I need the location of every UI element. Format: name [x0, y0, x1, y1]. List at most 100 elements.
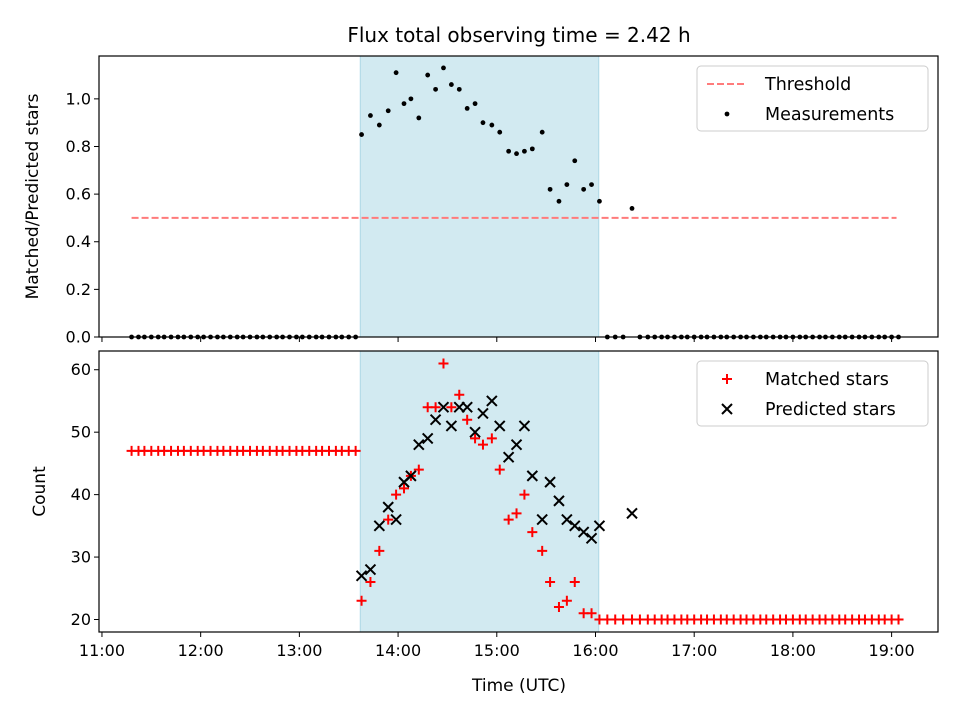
- x-tick-label: 14:00: [375, 641, 421, 660]
- axes-frame: [98, 350, 939, 633]
- top-panel: 0.0 0.2 0.4 0.6 0.8 1.0 Matched/Predicted star…: [23, 55, 939, 347]
- measurement-point: [514, 151, 519, 157]
- predicted-star-point: [437, 401, 450, 413]
- measurement-point: [556, 198, 562, 204]
- measurement-point: [359, 132, 364, 137]
- y-tick-label: 50: [71, 423, 91, 442]
- matched-star-point: [519, 489, 530, 500]
- legend-matched-swatch: [722, 374, 732, 384]
- legend: Threshold Measurements: [696, 65, 929, 132]
- legend-label: Predicted stars: [765, 400, 896, 420]
- marks: [129, 65, 901, 340]
- predicted-star-point: [477, 407, 489, 420]
- y-axis-label: Matched/Predicted stars: [23, 93, 43, 299]
- matched-star-point: [537, 545, 548, 556]
- legend-box: [696, 360, 929, 427]
- measurement-point: [433, 86, 438, 92]
- y-tick-label: 30: [71, 548, 91, 567]
- predicted-star-point: [561, 513, 573, 526]
- y-tick-label: 0.8: [66, 137, 91, 156]
- predicted-star-point: [626, 507, 638, 520]
- x-tick-label: 11:00: [79, 641, 125, 660]
- predicted-star-point: [526, 470, 539, 482]
- predicted-star-point: [469, 426, 481, 438]
- predicted-star-point: [461, 401, 473, 413]
- predicted-star-point: [536, 513, 548, 526]
- predicted-star-point: [445, 420, 458, 432]
- matched-star-point: [365, 577, 376, 588]
- matched-star-point: [545, 577, 556, 588]
- measurement-point: [441, 65, 446, 71]
- predicted-star-point: [355, 570, 368, 582]
- predicted-star-point: [405, 470, 417, 482]
- measurement-point: [416, 115, 422, 121]
- predicted-star-point: [518, 420, 531, 432]
- x-tick-label: 13:00: [276, 641, 322, 660]
- measurement-point: [401, 101, 407, 107]
- x-tick-label: 18:00: [770, 641, 816, 660]
- predicted-star-point: [544, 476, 556, 488]
- chart-title: Flux total observing time = 2.42 h: [347, 23, 690, 47]
- matched-star-point: [503, 514, 514, 525]
- legend-predicted-swatch: [721, 403, 733, 415]
- y-tick-label: 60: [71, 360, 91, 379]
- x-axis-label: Time (UTC): [471, 676, 566, 696]
- legend: Matched stars Predicted stars: [696, 360, 929, 427]
- measurement-point: [425, 72, 431, 78]
- matched-star-point: [618, 614, 629, 625]
- measurement-point: [408, 96, 414, 102]
- matched-star-point: [527, 527, 538, 538]
- matched-star-point: [391, 489, 402, 500]
- y-tick-label: 20: [71, 610, 91, 629]
- matched-star-point: [446, 402, 457, 413]
- predicted-star-point: [577, 526, 590, 538]
- y-tick-label: 1.0: [66, 89, 91, 108]
- predicted-star-point: [553, 495, 565, 507]
- matched-star-point: [477, 439, 488, 450]
- predicted-star-point: [585, 532, 598, 545]
- legend-box: [696, 65, 929, 132]
- measurement-point: [472, 101, 478, 107]
- measurement-point: [529, 146, 535, 152]
- y-tick-label: 40: [71, 485, 91, 504]
- matched-star-point: [356, 595, 367, 606]
- x-tick-label: 16:00: [572, 641, 618, 660]
- observing-window-band: [359, 350, 600, 633]
- matched-star-point: [553, 602, 564, 613]
- y-tick-label: 0.6: [66, 185, 91, 204]
- measurement-point: [480, 120, 486, 126]
- measurement-point: [376, 122, 382, 128]
- measurement-point: [368, 113, 373, 118]
- predicted-star-point: [364, 563, 377, 576]
- measurement-point: [456, 86, 462, 92]
- y-tick-label: 0.2: [66, 280, 91, 299]
- x-tick-label: 15:00: [474, 641, 520, 660]
- axes-frame: [98, 55, 939, 338]
- predicted-star-point: [569, 520, 581, 532]
- predicted-star-point: [494, 420, 506, 432]
- predicted-star-point: [593, 520, 606, 532]
- matched-star-point: [383, 514, 394, 525]
- x-tick-label: 17:00: [671, 641, 717, 660]
- measurement-point: [506, 148, 512, 154]
- x-tick-label: 12:00: [178, 641, 224, 660]
- legend-label: Matched stars: [765, 370, 889, 390]
- measurement-point: [539, 129, 545, 135]
- measurement-point: [464, 105, 470, 111]
- bottom-panel: 20 30 40 50 60 11:00 12:00 13:00 14:00 15:00 16:00…: [30, 350, 939, 660]
- predicted-star-point: [421, 432, 434, 445]
- predicted-star-point: [413, 438, 425, 451]
- predicted-star-point: [429, 413, 442, 426]
- measurement-point: [393, 70, 399, 76]
- matched-star-point: [470, 433, 481, 444]
- matched-star-point: [586, 608, 597, 619]
- measurement-point: [385, 108, 391, 114]
- matched-star-point: [430, 402, 441, 413]
- matched-star-point: [462, 414, 473, 425]
- predicted-star-point: [382, 501, 394, 513]
- measurement-point: [597, 198, 602, 204]
- measurement-point: [497, 129, 503, 135]
- legend-label: Threshold: [764, 75, 851, 95]
- matched-star-point: [399, 483, 410, 494]
